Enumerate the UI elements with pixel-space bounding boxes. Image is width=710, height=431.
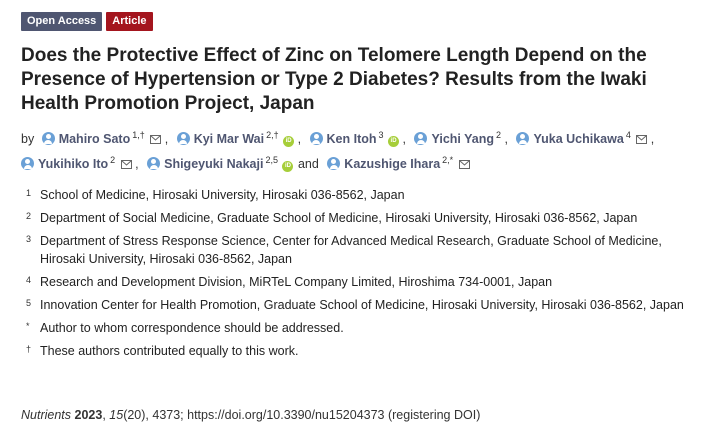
citation-line: Nutrients 2023, 15(20), 4373; https://do… [21, 408, 481, 422]
correspondence-note: * Author to whom correspondence should be… [26, 319, 696, 337]
user-icon [147, 157, 161, 171]
author-affiliation-sup: 2 [496, 130, 502, 140]
author-shigeyuki-nakaji[interactable]: Shigeyuki Nakaji 2,5 iD [147, 155, 297, 173]
user-icon [309, 132, 323, 146]
citation-issue-doi[interactable]: (20), 4373; https://doi.org/10.3390/nu15… [123, 408, 481, 422]
affiliation-number: 4 [26, 275, 32, 285]
affiliation-text: Research and Development Division, MiRTe… [40, 275, 553, 289]
author-yichi-yang[interactable]: Yichi Yang 2 [414, 130, 504, 147]
author-name[interactable]: Kyi Mar Wai [193, 132, 265, 147]
authors-and: and [297, 157, 319, 172]
affiliation-number: 1 [26, 188, 32, 198]
author-affiliation-sup: 1,† [132, 130, 145, 140]
author-name[interactable]: Kazushige Ihara [344, 157, 441, 172]
envelope-icon[interactable] [120, 160, 132, 170]
affiliation-number: † [26, 344, 32, 354]
separator: , [402, 132, 406, 147]
separator: , [297, 132, 302, 147]
user-icon [41, 132, 55, 146]
author-name[interactable]: Yichi Yang [431, 132, 495, 147]
affiliation-text: Innovation Center for Health Promotion, … [40, 298, 684, 312]
badge-group: Open Access Article [21, 12, 153, 31]
separator: , [650, 132, 655, 147]
author-mahiro-sato[interactable]: Mahiro Sato 1,† [41, 130, 165, 147]
author-kyi-mar-wai[interactable]: Kyi Mar Wai 2,† iD [176, 130, 298, 148]
author-affiliation-sup: 4 [625, 130, 631, 140]
author-affiliation-sup: 2 [110, 155, 116, 166]
author-affiliation-sup: 2,* [442, 155, 454, 166]
article-type-badge: Article [106, 12, 153, 31]
author-yuka-uchikawa[interactable]: Yuka Uchikawa 4 [516, 130, 650, 147]
citation-year: 2023 [74, 408, 103, 422]
envelope-icon[interactable] [150, 135, 162, 145]
author-affiliation-sup: 2,5 [265, 155, 278, 166]
user-icon [21, 157, 34, 171]
separator: , [164, 132, 169, 147]
user-icon [516, 132, 530, 146]
envelope-icon[interactable] [458, 160, 470, 170]
orcid-icon[interactable]: iD [388, 136, 400, 148]
author-name[interactable]: Mahiro Sato [58, 132, 131, 147]
affiliation-item: 2 Department of Social Medicine, Graduate… [26, 209, 696, 227]
author-affiliation-sup: 2,† [266, 130, 279, 140]
affiliation-number: 3 [26, 234, 32, 244]
authors-prefix: by [21, 132, 35, 147]
separator: , [504, 132, 508, 147]
article-title: Does the Protective Effect of Zinc on Te… [21, 45, 647, 114]
affiliation-item: 1 School of Medicine, Hirosaki University… [26, 186, 696, 204]
affiliation-text: These authors contributed equally to thi… [40, 344, 299, 358]
user-icon [414, 132, 428, 146]
author-ken-itoh[interactable]: Ken Itoh 3 iD [309, 130, 403, 148]
user-icon [176, 132, 190, 146]
affiliation-item: 3 Department of Stress Response Science, … [26, 232, 696, 268]
affiliation-item: 4 Research and Development Division, MiRT… [26, 273, 696, 291]
orcid-icon[interactable]: iD [283, 136, 295, 148]
affiliation-text: Department of Stress Response Science, C… [40, 234, 662, 266]
affiliation-list: 1 School of Medicine, Hirosaki University… [26, 186, 696, 365]
journal-name: Nutrients [21, 408, 72, 422]
affiliation-text: School of Medicine, Hirosaki University,… [40, 188, 405, 202]
affiliation-text: Author to whom correspondence should be … [40, 321, 344, 335]
author-name[interactable]: Shigeyuki Nakaji [164, 157, 264, 172]
author-list: by Mahiro Sato 1,† , Kyi Mar Wai 2,† iD , … [21, 125, 701, 175]
orcid-icon[interactable]: iD [282, 161, 294, 173]
user-icon [327, 157, 341, 171]
affiliation-number: 5 [26, 298, 32, 308]
affiliation-item: 5 Innovation Center for Health Promotion,… [26, 296, 696, 314]
affiliation-number: 2 [26, 211, 32, 221]
author-kazushige-ihara[interactable]: Kazushige Ihara 2,* [324, 155, 470, 172]
affiliation-text: Department of Social Medicine, Graduate … [40, 211, 638, 225]
author-name[interactable]: Yukihiko Ito [38, 157, 109, 172]
author-yukihiko-ito[interactable]: Yukihiko Ito 2 [21, 155, 135, 172]
open-access-badge[interactable]: Open Access [21, 12, 103, 31]
citation-volume: 15 [109, 408, 124, 422]
author-name[interactable]: Ken Itoh [326, 132, 377, 147]
envelope-icon[interactable] [636, 135, 648, 145]
author-affiliation-sup: 3 [378, 130, 384, 140]
separator: , [135, 157, 139, 172]
equal-contribution-note: † These authors contributed equally to th… [26, 342, 696, 360]
author-name[interactable]: Yuka Uchikawa [533, 132, 624, 147]
affiliation-number: * [26, 321, 30, 331]
